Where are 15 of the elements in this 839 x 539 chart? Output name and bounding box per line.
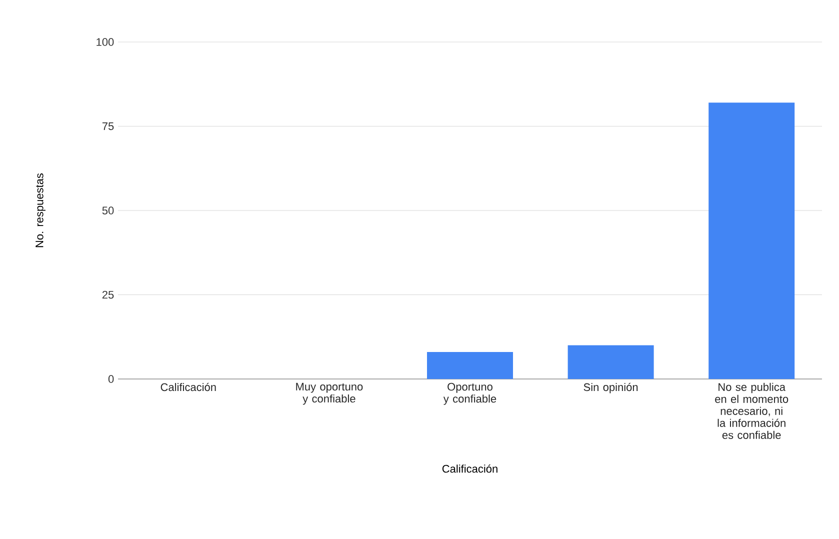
x-axis-title: Calificación [442, 464, 498, 473]
bar [708, 102, 795, 379]
bar [568, 345, 654, 379]
y-tick-label: 25 [102, 290, 114, 299]
y-tick-label: 100 [96, 38, 114, 46]
y-axis-title: No. respuestas [36, 173, 46, 248]
y-tick-label: 50 [102, 206, 114, 214]
y-tick-label: 75 [102, 122, 114, 130]
x-tick-label: No se publica en el momento necesario, ni la información es confiable [715, 382, 788, 439]
y-tick-label: 0 [108, 375, 114, 383]
x-tick-label: Muy oportuno y confiable [296, 382, 363, 405]
bar [427, 352, 513, 379]
x-tick-label: Calificación [160, 382, 216, 392]
x-tick-label: Sin opinión [584, 382, 638, 394]
x-tick-label: Oportuno y confiable [443, 382, 496, 405]
